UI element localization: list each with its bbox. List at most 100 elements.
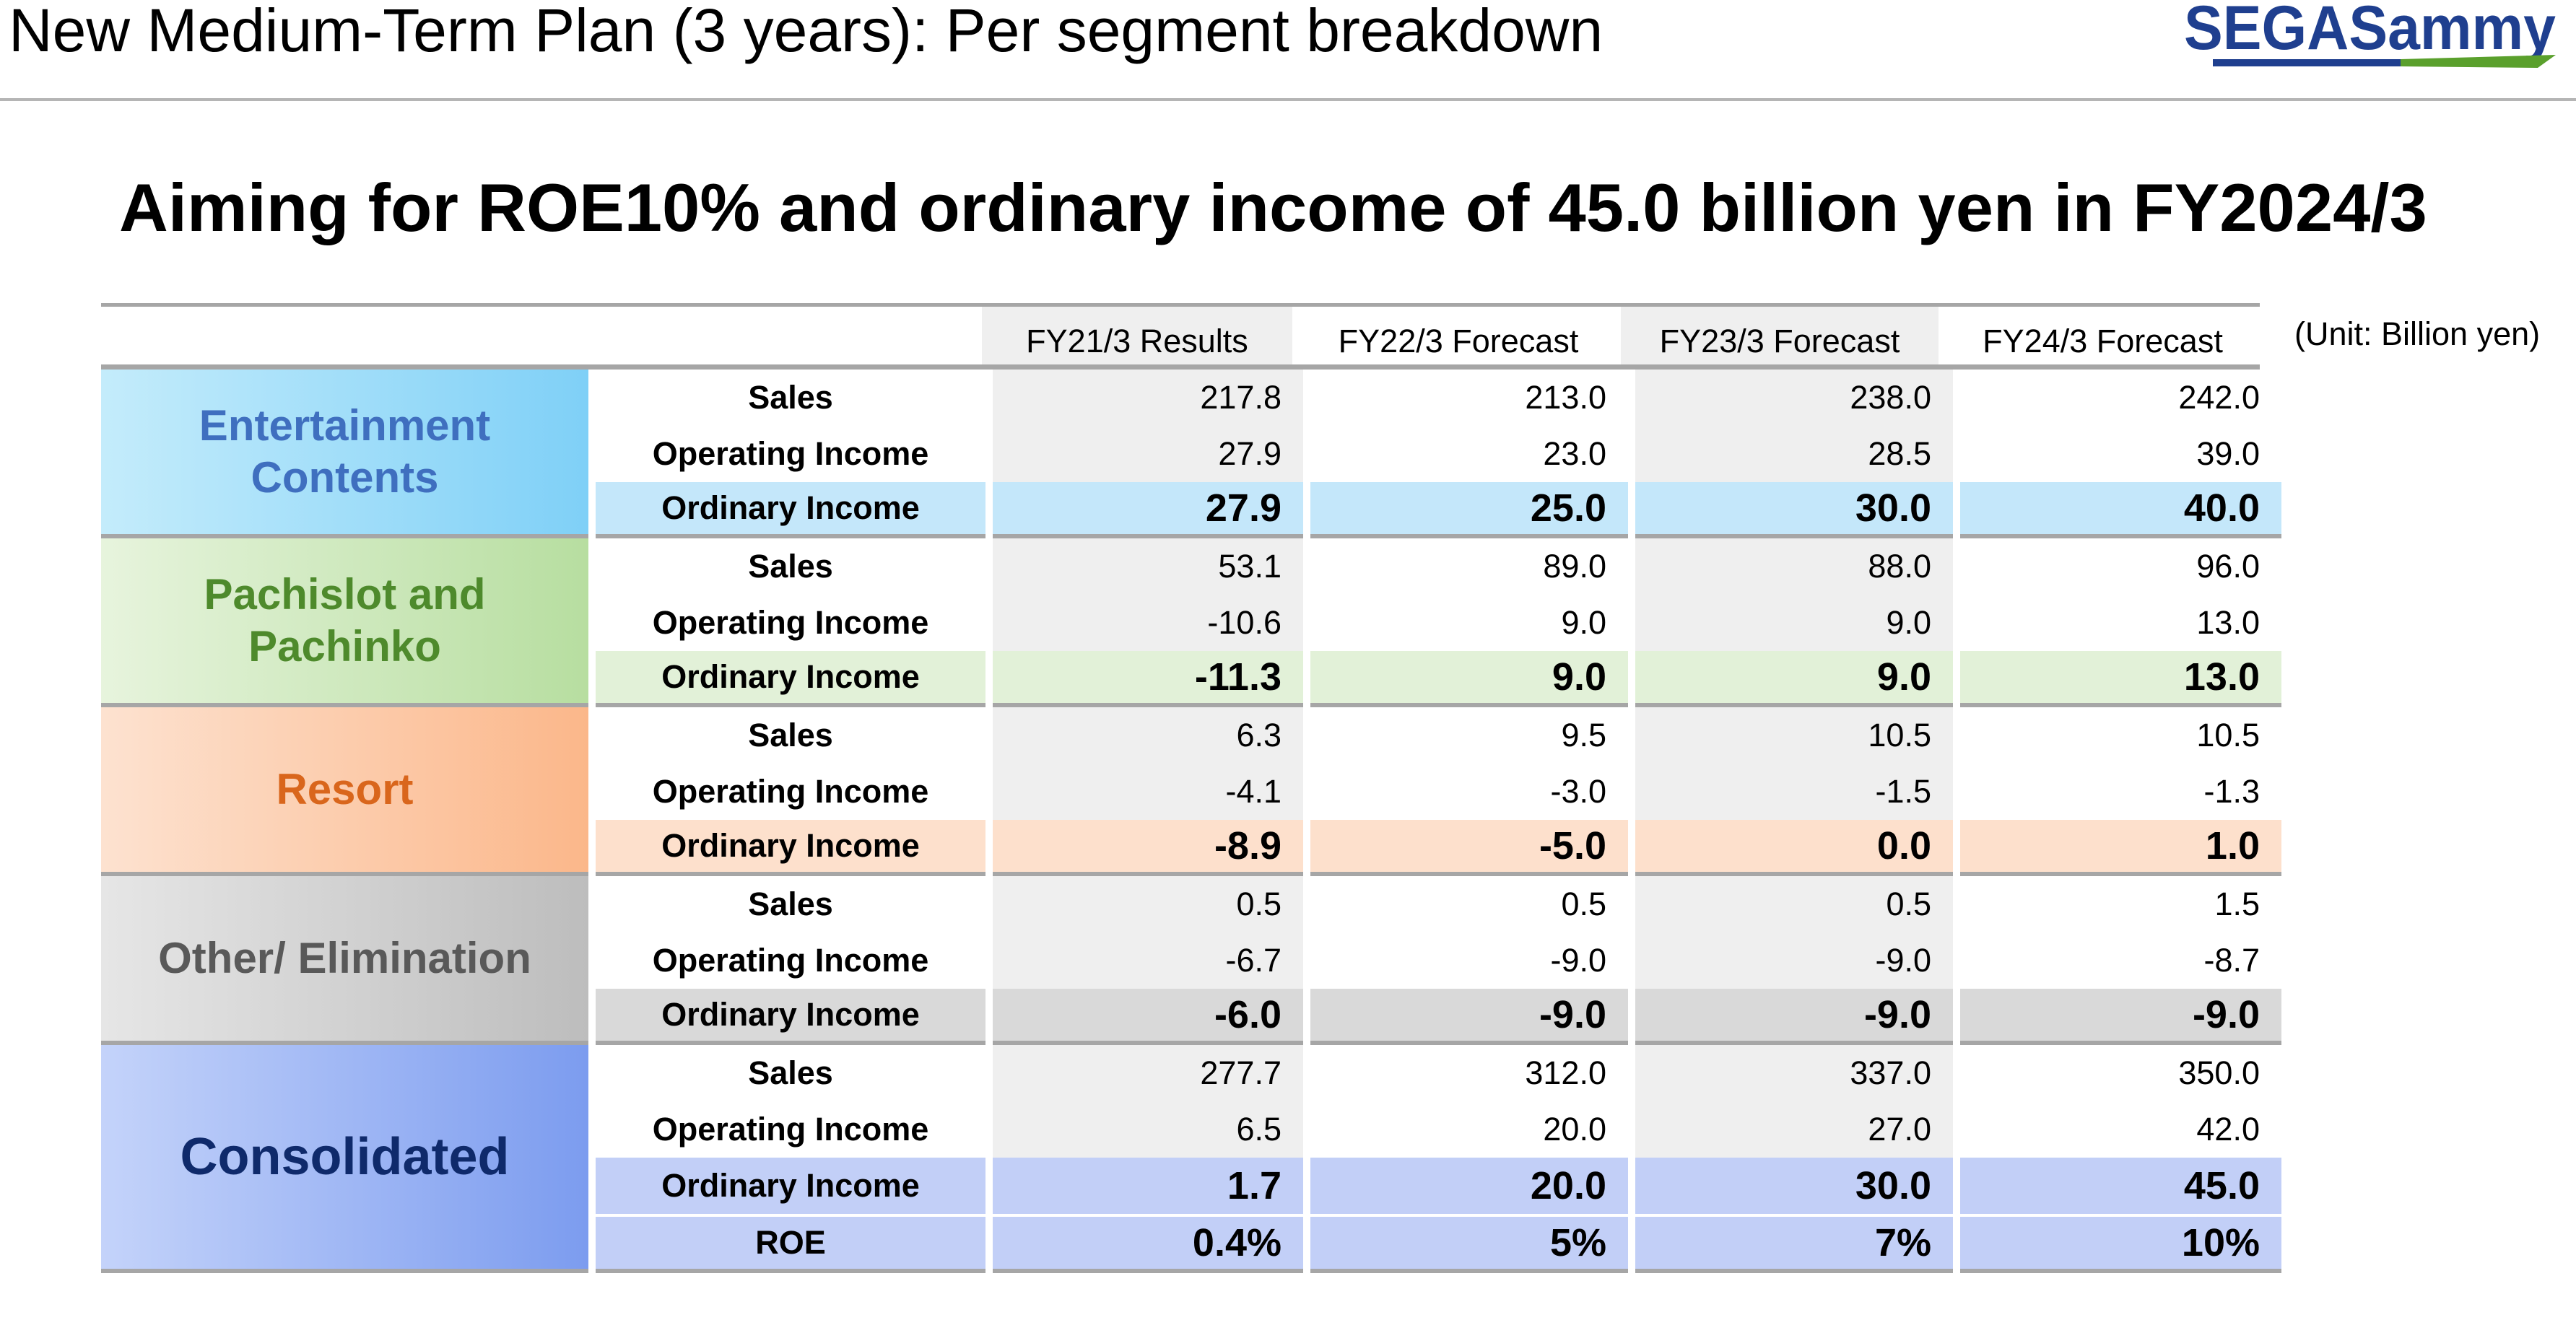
value-cell: 23.0 xyxy=(1543,435,1606,472)
metric-label: Operating Income xyxy=(652,1111,929,1148)
metric-label: Ordinary Income xyxy=(596,482,985,538)
value-cell: 337.0 xyxy=(1635,1045,1953,1101)
column-header: FY22/3 Forecast xyxy=(1338,323,1579,359)
segment-name-other-elimination: Other/ Elimination xyxy=(101,876,588,1045)
value-cell: 9.0 xyxy=(1635,651,1953,707)
value-cell: 9.5 xyxy=(1561,717,1606,753)
segment-name-pachislot-pachinko: Pachislot and Pachinko xyxy=(101,538,588,707)
metric-label: Operating Income xyxy=(652,773,929,810)
segment-name-entertainment-contents: Entertainment Contents xyxy=(101,370,588,538)
value-cell: 20.0 xyxy=(1543,1111,1606,1148)
value-cell: 39.0 xyxy=(2196,435,2260,472)
table-header-row: FY21/3 Results FY22/3 Forecast FY23/3 Fo… xyxy=(101,307,2260,364)
segment-name-line: Pachislot and xyxy=(204,570,486,619)
value-cell: -9.0 xyxy=(1550,942,1606,979)
value-cell: 1.5 xyxy=(2214,886,2260,922)
value-cell: 1.0 xyxy=(1960,820,2281,876)
value-cell: 10.5 xyxy=(2196,717,2260,753)
value-cell: 27.9 xyxy=(993,482,1303,538)
value-cell: 45.0 xyxy=(1960,1158,2281,1214)
value-cell: 0.5 xyxy=(993,876,1303,932)
value-cell: 213.0 xyxy=(1525,379,1606,416)
value-cell: 0.4% xyxy=(993,1214,1303,1273)
value-cell: 5% xyxy=(1310,1214,1628,1273)
value-cell: 242.0 xyxy=(2178,379,2260,416)
value-cell: 277.7 xyxy=(993,1045,1303,1101)
value-cell: 27.0 xyxy=(1635,1101,1953,1158)
value-cell: -5.0 xyxy=(1310,820,1628,876)
metric-label: Sales xyxy=(748,548,833,585)
value-cell: 53.1 xyxy=(993,538,1303,595)
value-cell: -1.3 xyxy=(2203,773,2260,810)
value-cell: -1.5 xyxy=(1635,764,1953,820)
metric-label: Ordinary Income xyxy=(596,1158,985,1214)
value-cell: 27.9 xyxy=(993,426,1303,482)
metric-label: ROE xyxy=(596,1214,985,1273)
value-cell: 217.8 xyxy=(993,370,1303,426)
table-header-rule xyxy=(101,364,2260,370)
value-cell: 88.0 xyxy=(1635,538,1953,595)
sega-sammy-logo: SEGASammy xyxy=(2184,1,2556,68)
value-cell: -9.0 xyxy=(1960,989,2281,1045)
value-cell: 28.5 xyxy=(1635,426,1953,482)
slide-title: New Medium-Term Plan (3 years): Per segm… xyxy=(9,0,1604,64)
metric-label: Sales xyxy=(748,1054,833,1091)
segment-name-line: Contents xyxy=(251,453,439,502)
value-cell: 0.5 xyxy=(1561,886,1606,922)
value-cell: 42.0 xyxy=(2196,1111,2260,1148)
title-divider xyxy=(0,98,2576,101)
value-cell: 96.0 xyxy=(2196,548,2260,585)
segment-name-line: Other/ Elimination xyxy=(158,934,531,982)
segment-name-resort: Resort xyxy=(101,707,588,876)
value-cell: 30.0 xyxy=(1635,482,1953,538)
value-cell: 25.0 xyxy=(1310,482,1628,538)
value-cell: -8.7 xyxy=(2203,942,2260,979)
column-header: FY21/3 Results xyxy=(982,307,1292,364)
table-body: Entertainment Contents Sales 217.8 213.0 238.… xyxy=(101,370,2281,1273)
headline: Aiming for ROE10% and ordinary income of… xyxy=(119,170,2427,245)
value-cell: 10% xyxy=(1960,1214,2281,1273)
value-cell: -10.6 xyxy=(993,595,1303,651)
metric-label: Sales xyxy=(748,717,833,753)
value-cell: -6.7 xyxy=(993,932,1303,989)
value-cell: 7% xyxy=(1635,1214,1953,1273)
value-cell: 6.3 xyxy=(993,707,1303,764)
value-cell: 13.0 xyxy=(1960,651,2281,707)
value-cell: 350.0 xyxy=(2178,1054,2260,1091)
value-cell: -8.9 xyxy=(993,820,1303,876)
segment-name-line: Resort xyxy=(276,765,414,813)
metric-label: Sales xyxy=(748,886,833,922)
value-cell: 89.0 xyxy=(1543,548,1606,585)
value-cell: 9.0 xyxy=(1635,595,1953,651)
value-cell: 0.5 xyxy=(1635,876,1953,932)
value-cell: 9.0 xyxy=(1561,604,1606,641)
segment-name-line: Pachinko xyxy=(248,622,441,670)
metric-label: Operating Income xyxy=(652,942,929,979)
value-cell: 1.7 xyxy=(993,1158,1303,1214)
unit-note: (Unit: Billion yen) xyxy=(2294,315,2541,352)
value-cell: -3.0 xyxy=(1550,773,1606,810)
value-cell: 9.0 xyxy=(1310,651,1628,707)
segment-name-consolidated: Consolidated xyxy=(101,1045,588,1273)
value-cell: -9.0 xyxy=(1310,989,1628,1045)
metric-label: Operating Income xyxy=(652,435,929,472)
value-cell: 13.0 xyxy=(2196,604,2260,641)
value-cell: 312.0 xyxy=(1525,1054,1606,1091)
value-cell: 0.0 xyxy=(1635,820,1953,876)
segment-name-line: Entertainment xyxy=(199,401,491,450)
metric-label: Sales xyxy=(748,379,833,416)
metric-label: Ordinary Income xyxy=(596,989,985,1045)
metric-label: Ordinary Income xyxy=(596,820,985,876)
value-cell: -11.3 xyxy=(993,651,1303,707)
value-cell: 10.5 xyxy=(1635,707,1953,764)
metric-label: Operating Income xyxy=(652,604,929,641)
column-header: FY23/3 Forecast xyxy=(1621,307,1938,364)
svg-text:SEGASammy: SEGASammy xyxy=(2184,1,2556,63)
column-header: FY24/3 Forecast xyxy=(1983,323,2223,359)
metric-label: Ordinary Income xyxy=(596,651,985,707)
value-cell: -4.1 xyxy=(993,764,1303,820)
value-cell: 20.0 xyxy=(1310,1158,1628,1214)
value-cell: -6.0 xyxy=(993,989,1303,1045)
value-cell: -9.0 xyxy=(1635,932,1953,989)
segment-name-line: Consolidated xyxy=(180,1127,510,1186)
